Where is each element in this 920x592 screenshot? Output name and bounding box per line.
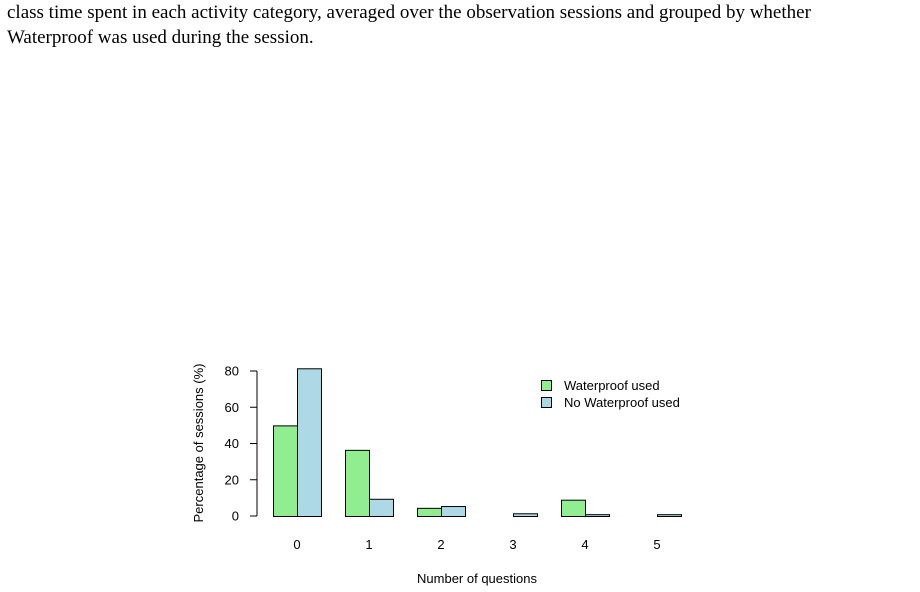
y-tick-label: 20 — [225, 472, 239, 487]
bar-waterproof-used-0 — [273, 425, 298, 517]
legend-entry: No Waterproof used — [564, 395, 680, 410]
bar-no-waterproof-used-4 — [585, 514, 610, 517]
legend-swatch — [541, 397, 552, 408]
bar-no-waterproof-used-1 — [369, 498, 394, 517]
x-tick-label: 0 — [293, 537, 300, 552]
y-tick-label: 60 — [225, 400, 239, 415]
x-tick-label: 2 — [437, 537, 444, 552]
bar-no-waterproof-used-3 — [513, 513, 538, 517]
y-axis: 0 20 40 60 80 — [225, 364, 258, 524]
legend: Waterproof used No Waterproof used — [541, 378, 680, 410]
y-tick-label: 40 — [225, 436, 239, 451]
figure-caption: class time spent in each activity catego… — [7, 0, 919, 50]
bars — [273, 368, 682, 517]
y-tick-label: 80 — [225, 364, 239, 379]
bar-no-waterproof-used-2 — [441, 506, 466, 517]
legend-swatch — [541, 380, 552, 391]
x-tick-label: 5 — [653, 537, 660, 552]
y-axis-label: Percentage of sessions (%) — [191, 364, 206, 523]
x-tick-labels: 0 1 2 3 4 5 — [293, 537, 660, 552]
caption-line-1: class time spent in each activity catego… — [7, 2, 811, 23]
bar-waterproof-used-4 — [561, 499, 586, 517]
bar-waterproof-used-2 — [417, 507, 442, 517]
bar-no-waterproof-used-0 — [297, 368, 322, 517]
legend-entry: Waterproof used — [564, 378, 660, 393]
x-axis-label: Number of questions — [417, 571, 537, 586]
x-tick-label: 1 — [365, 537, 372, 552]
x-tick-label: 4 — [581, 537, 588, 552]
caption-line-2: Waterproof was used during the session. — [7, 27, 314, 48]
x-tick-label: 3 — [509, 537, 516, 552]
y-tick-label: 0 — [232, 509, 239, 524]
bar-waterproof-used-1 — [345, 449, 370, 517]
bar-no-waterproof-used-5 — [657, 514, 682, 517]
